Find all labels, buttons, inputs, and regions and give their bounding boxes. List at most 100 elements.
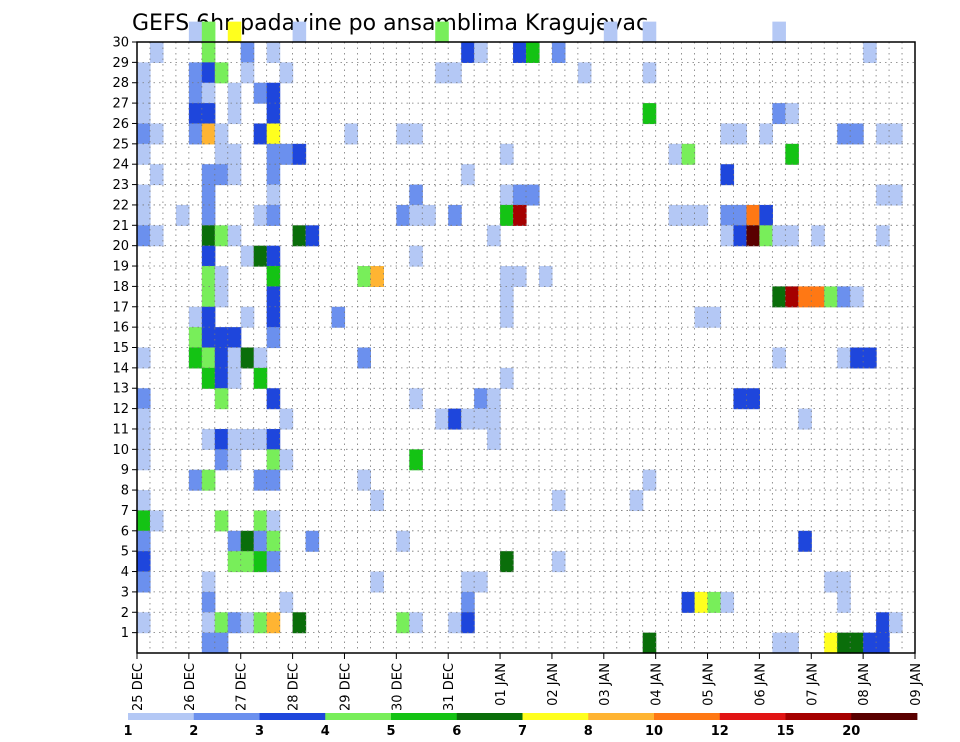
heatmap-cell [824,632,838,654]
y-tick-label: 22 [112,198,129,213]
heatmap-cell [526,184,540,206]
heatmap-cell [253,123,268,145]
heatmap-cell [137,347,151,369]
heatmap-cell [305,225,320,247]
y-tick-label: 14 [112,361,129,376]
heatmap-cell [149,510,164,532]
heatmap-cell [772,347,786,369]
y-tick-label: 6 [121,524,129,539]
heatmap-cell [720,204,735,226]
heatmap-cell [668,204,683,226]
heatmap-cell [240,612,255,634]
heatmap-cell [500,184,514,206]
colorbar-swatch [456,713,523,720]
y-tick-label: 8 [121,484,129,499]
colorbar-label: 10 [645,724,663,739]
heatmap-cell [746,388,760,410]
heatmap-cell [642,103,657,125]
heatmap-cell [137,143,151,165]
heatmap-cell [448,408,462,430]
heatmap-cell [266,164,281,186]
heatmap-cell [409,612,423,634]
heatmap-cell [279,449,294,471]
heatmap-cell [694,306,709,328]
heatmap-cell [357,347,371,369]
heatmap-cell [798,530,812,552]
x-tick-label: 26 DEC [183,663,198,711]
heatmap-cell [137,510,151,532]
y-tick-label: 11 [112,422,129,437]
y-tick-label: 12 [112,402,129,417]
heatmap-cell [889,123,903,145]
heatmap-cell [876,123,890,145]
heatmap-cell [785,632,799,654]
colorbar-label: 6 [452,724,461,739]
heatmap-cell [876,225,890,247]
y-tick-label: 18 [112,280,129,295]
heatmap-cell [772,632,786,654]
heatmap-cell [837,591,851,613]
heatmap-cell [889,184,903,206]
heatmap-cell [149,123,164,145]
heatmap-cell [837,632,851,654]
heatmap-cell [266,612,281,634]
heatmap-cell [694,591,709,613]
colorbar-swatch [128,713,195,720]
heatmap-cell [292,21,307,43]
heatmap-cell [785,103,799,125]
heatmap-cell [266,510,281,532]
heatmap-cell [448,612,462,634]
heatmap-cell [876,632,890,654]
heatmap-cell [474,571,488,593]
heatmap-cell [149,42,164,63]
colorbar-swatch [522,713,589,720]
heatmap-cell [396,530,410,552]
colorbar-swatch [851,713,918,720]
heatmap-cell [694,204,709,226]
heatmap-cell [214,612,229,634]
colorbar-legend: 1 2 3 4 5 6 7 8 10 12 15 20 [123,713,918,739]
heatmap-cell [461,591,475,613]
heatmap-cell [201,266,216,287]
y-tick-label: 23 [112,178,129,193]
heatmap-cell [240,530,255,552]
heatmap-cell [513,266,527,287]
y-tick-label: 9 [121,463,129,478]
heatmap-cell [811,225,825,247]
x-tick-label: 28 DEC [287,663,302,711]
heatmap-cell [137,551,151,573]
heatmap-cell [681,204,696,226]
x-tick-label: 31 DEC [442,663,457,711]
heatmap-cell [201,42,216,63]
heatmap-cell [733,123,748,145]
heatmap-cell [227,82,242,104]
heatmap-cell [279,408,294,430]
heatmap-cell [331,306,346,328]
heatmap-cell [474,408,488,430]
heatmap-cell [461,571,475,593]
heatmap-cell [357,266,371,287]
heatmap-cell [137,225,151,247]
heatmap-cell [733,225,748,247]
heatmap-cell [188,21,203,43]
heatmap-cell [253,367,268,389]
x-tick-label: 08 JAN [857,663,872,706]
heatmap-cell [137,82,151,104]
heatmap-cell [227,327,242,349]
y-tick-label: 25 [112,137,129,152]
heatmap-cell [227,612,242,634]
heatmap-cell [681,143,696,165]
heatmap-cell [266,469,281,491]
x-tick-label: 07 JAN [805,663,820,706]
heatmap-cell [551,42,566,63]
heatmap-cell [188,103,203,125]
heatmap-cell [266,82,281,104]
heatmap-cell [448,62,462,84]
heatmap-cell [227,347,242,369]
heatmap-cell [500,306,514,328]
heatmap-cell [266,530,281,552]
x-tick-label: 09 JAN [909,663,924,706]
y-tick-label: 24 [112,158,129,173]
heatmap-cell [253,245,268,267]
x-tick-label: 02 JAN [546,663,561,706]
